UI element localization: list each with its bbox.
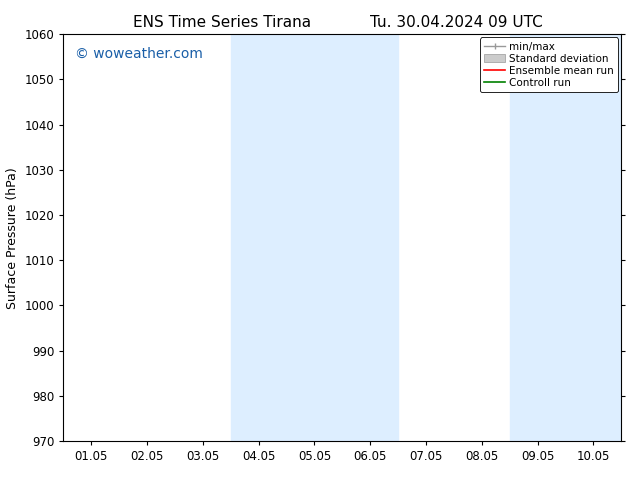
Legend: min/max, Standard deviation, Ensemble mean run, Controll run: min/max, Standard deviation, Ensemble me… [480, 37, 618, 92]
Text: ENS Time Series Tirana: ENS Time Series Tirana [133, 15, 311, 30]
Text: Tu. 30.04.2024 09 UTC: Tu. 30.04.2024 09 UTC [370, 15, 543, 30]
Bar [231, 34, 398, 441]
Y-axis label: Surface Pressure (hPa): Surface Pressure (hPa) [6, 167, 19, 309]
Text: © woweather.com: © woweather.com [75, 47, 202, 60]
Bar [510, 34, 634, 441]
